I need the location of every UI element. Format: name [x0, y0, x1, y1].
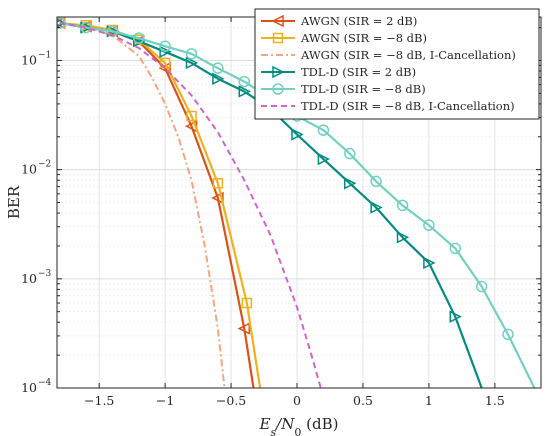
- y-tick-label-exponent: −4: [38, 378, 52, 388]
- data-point: [291, 128, 304, 141]
- legend: AWGN (SIR = 2 dB) AWGN (SIR = −8 dB) AWGN …: [254, 8, 540, 120]
- data-point: [344, 177, 357, 190]
- data-point: [133, 32, 145, 44]
- x-tick-label: 1: [425, 393, 433, 408]
- data-point: [212, 62, 224, 74]
- data-point: [238, 75, 251, 88]
- y-axis-label: BER: [5, 185, 23, 219]
- legend-item: TDL-D (SIR = −8 dB, I-Cancellation): [261, 99, 515, 113]
- data-point: [423, 219, 435, 231]
- y-tick-label: 10: [21, 380, 37, 395]
- data-point: [185, 56, 199, 70]
- data-point: [449, 310, 462, 323]
- data-point: [370, 175, 382, 188]
- data-point: [211, 191, 224, 205]
- data-point: [159, 40, 171, 52]
- data-point: [159, 57, 171, 69]
- x-tick-label: 0.5: [353, 393, 373, 408]
- ticks: −1.5 −1 −0.5 0 0.5 1 1.510−410−310−210−1: [21, 17, 541, 408]
- data-point: [186, 110, 197, 122]
- legend-label: TDL-D (SIR = −8 dB, I-Cancellation): [301, 99, 515, 113]
- legend-label: TDL-D (SIR = −8 dB): [301, 82, 426, 96]
- data-point: [57, 18, 67, 28]
- data-point: [449, 242, 462, 255]
- legend-item: AWGN (SIR = 2 dB): [261, 14, 417, 28]
- y-tick-label: 10: [21, 162, 37, 177]
- legend-item: TDL-D (SIR = −8 dB): [261, 82, 426, 96]
- data-point: [396, 199, 409, 212]
- x-tick-label: −1.5: [84, 393, 114, 408]
- legend-marker: [271, 14, 284, 28]
- y-tick-label-exponent: −1: [38, 50, 51, 60]
- y-tick-label-exponent: −2: [38, 160, 51, 170]
- data-point: [212, 72, 225, 85]
- data-point: [241, 297, 253, 309]
- data-point: [370, 201, 383, 214]
- data-point: [238, 85, 251, 98]
- data-point: [475, 280, 488, 293]
- legend-label: AWGN (SIR = −8 dB, I-Cancellation): [300, 48, 516, 62]
- data-point: [317, 152, 331, 166]
- legend-item: AWGN (SIR = −8 dB, I-Cancellation): [261, 48, 516, 62]
- data-point: [212, 178, 224, 189]
- x-tick-label: 0: [293, 393, 301, 408]
- data-point: [423, 256, 436, 270]
- legend-marker: [272, 32, 284, 44]
- data-point: [502, 328, 514, 341]
- legend-item: TDL-D (SIR = 2 dB): [261, 65, 416, 79]
- data-point: [317, 124, 330, 136]
- data-point: [396, 231, 410, 244]
- y-tick-label: 10: [21, 52, 37, 67]
- legend-label: AWGN (SIR = 2 dB): [300, 14, 417, 28]
- data-point: [158, 61, 171, 75]
- data-point: [344, 147, 356, 160]
- data-point: [185, 48, 198, 60]
- legend-label: TDL-D (SIR = 2 dB): [301, 65, 416, 79]
- legend-marker: [272, 65, 285, 79]
- data-point: [237, 322, 251, 335]
- legend-label: AWGN (SIR = −8 dB): [300, 31, 427, 45]
- legend-item: AWGN (SIR = −8 dB): [261, 31, 427, 45]
- x-tick-label: 1.5: [485, 393, 505, 408]
- y-tick-label: 10: [21, 271, 37, 286]
- y-tick-label-exponent: −3: [38, 269, 52, 279]
- data-point: [159, 45, 172, 59]
- x-tick-label: −1: [156, 393, 174, 408]
- x-tick-label: −0.5: [216, 393, 246, 408]
- series-line: [59, 22, 262, 388]
- x-axis-label: Es/N0 (dB): [259, 415, 339, 436]
- legend-box: [254, 8, 540, 120]
- legend-marker: [272, 83, 284, 95]
